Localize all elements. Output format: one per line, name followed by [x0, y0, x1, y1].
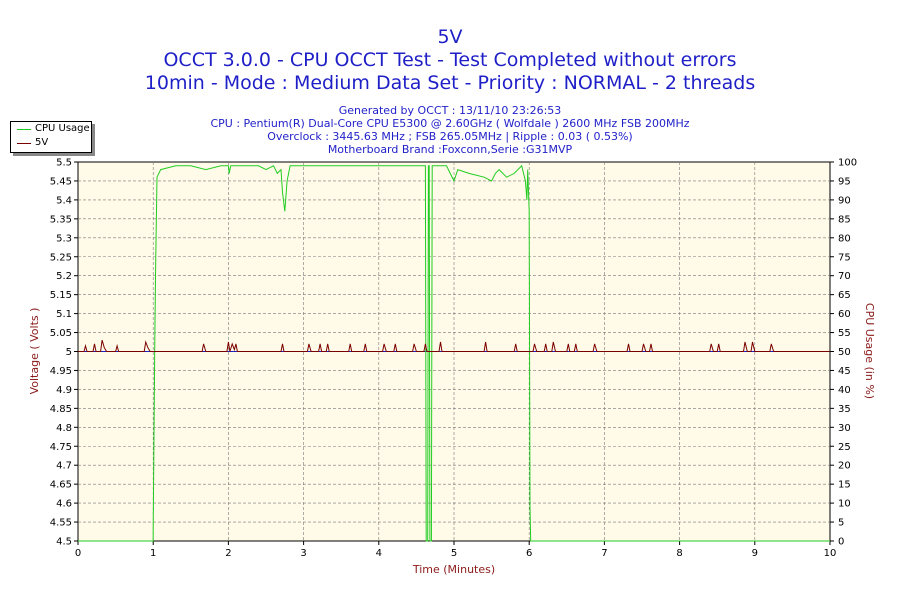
x-tick-label: 0: [75, 548, 81, 559]
y-tick-label: 4.9: [56, 385, 72, 396]
x-tick-label: 4: [376, 548, 382, 559]
info-cpu: CPU : Pentium(R) Dual-Core CPU E5300 @ 2…: [210, 117, 690, 130]
y-tick-label: 4.6: [56, 499, 72, 510]
legend-item-5v: 5V: [11, 137, 91, 150]
y2-tick-label: 35: [838, 404, 851, 415]
y-tick-label: 4.75: [50, 442, 72, 453]
y2-tick-label: 75: [838, 252, 851, 263]
y2-tick-label: 5: [838, 518, 844, 529]
y-tick-label: 4.95: [50, 366, 72, 377]
y2-tick-label: 70: [838, 271, 851, 282]
x-axis-label: Time (Minutes): [412, 563, 495, 576]
y2-tick-label: 95: [838, 176, 851, 187]
y2-tick-label: 100: [838, 158, 857, 169]
y2-tick-label: 60: [838, 309, 851, 320]
axes: 0 1 2 3 4 5 6 7 8 9 104.54.554.64.654.74.754.84.85…: [50, 158, 857, 560]
x-tick-label: 2: [225, 548, 231, 559]
voltage-5v-line: [78, 339, 830, 352]
y2-tick-label: 65: [838, 290, 851, 301]
y-tick-label: 4.55: [50, 518, 72, 529]
y2-tick-label: 40: [838, 385, 851, 396]
y-tick-label: 5.45: [50, 176, 72, 187]
y-tick-label: 5.25: [50, 252, 72, 263]
chart-subtitle-2: 10min - Mode : Medium Data Set - Priorit…: [144, 72, 756, 94]
y-tick-label: 5.05: [50, 328, 72, 339]
y2-tick-label: 10: [838, 499, 851, 510]
x-tick-label: 3: [300, 548, 306, 559]
x-tick-label: 9: [752, 548, 758, 559]
x-tick-label: 1: [150, 548, 156, 559]
y-tick-label: 5.3: [56, 233, 72, 244]
y2-axis-label: CPU Usage (in %): [863, 303, 876, 399]
y2-tick-label: 25: [838, 442, 851, 453]
legend-label-cpu: CPU Usage: [35, 123, 90, 134]
y2-tick-label: 30: [838, 423, 851, 434]
chart-subtitle-1: OCCT 3.0.0 - CPU OCCT Test - Test Comple…: [163, 49, 737, 71]
y-tick-label: 4.65: [50, 480, 72, 491]
y2-tick-label: 0: [838, 537, 844, 548]
y2-tick-label: 80: [838, 233, 851, 244]
y-tick-label: 5.5: [56, 158, 72, 169]
y-axis-label: Voltage ( Volts ): [28, 308, 41, 395]
info-generated: Generated by OCCT : 13/11/10 23:26:53: [338, 104, 562, 117]
y-tick-label: 5.4: [56, 195, 72, 206]
x-tick-label: 6: [526, 548, 532, 559]
legend-swatch-5v: [17, 143, 31, 144]
y2-tick-label: 90: [838, 195, 851, 206]
y2-tick-label: 55: [838, 328, 851, 339]
legend-swatch-cpu: [17, 129, 31, 130]
y-tick-label: 4.7: [56, 461, 72, 472]
legend-item-cpu: CPU Usage: [11, 123, 91, 136]
y2-tick-label: 45: [838, 366, 851, 377]
y-tick-label: 4.8: [56, 423, 72, 434]
series-layer: [78, 164, 830, 542]
y-tick-label: 5.1: [56, 309, 72, 320]
x-tick-label: 10: [824, 548, 837, 559]
chart-info: Generated by OCCT : 13/11/10 23:26:53 CP…: [0, 104, 900, 156]
y-tick-label: 5.35: [50, 214, 72, 225]
x-tick-label: 7: [601, 548, 607, 559]
y2-tick-label: 85: [838, 214, 851, 225]
x-tick-label: 8: [676, 548, 682, 559]
info-overclock: Overclock : 3445.63 MHz ; FSB 265.05MHz …: [267, 130, 633, 143]
chart-title: 5V: [437, 26, 463, 48]
y-tick-label: 5: [66, 347, 72, 358]
info-motherboard: Motherboard Brand :Foxconn,Serie :G31MVP: [327, 143, 573, 156]
chart-titles: 5V OCCT 3.0.0 - CPU OCCT Test - Test Com…: [0, 0, 900, 95]
y-tick-label: 4.5: [56, 537, 72, 548]
y2-tick-label: 20: [838, 461, 851, 472]
legend-label-5v: 5V: [35, 137, 49, 148]
legend: CPU Usage 5V: [10, 121, 92, 153]
y2-tick-label: 50: [838, 347, 851, 358]
x-tick-label: 5: [451, 548, 457, 559]
y-tick-label: 4.85: [50, 404, 72, 415]
y2-tick-label: 15: [838, 480, 851, 491]
cpu-usage-line: [78, 164, 830, 542]
y-tick-label: 5.2: [56, 271, 72, 282]
y-tick-label: 5.15: [50, 290, 72, 301]
